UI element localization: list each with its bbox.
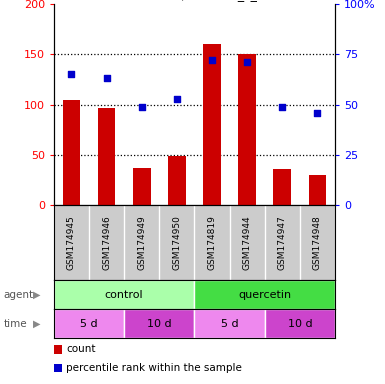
Bar: [265, 309, 335, 338]
Point: [69, 71, 75, 78]
Text: GSM174819: GSM174819: [208, 215, 216, 270]
Text: percentile rank within the sample: percentile rank within the sample: [66, 363, 242, 373]
Text: GSM174946: GSM174946: [102, 215, 111, 270]
Point: [244, 59, 250, 65]
Text: GSM174948: GSM174948: [313, 215, 322, 270]
Text: 10 d: 10 d: [147, 318, 172, 329]
Text: ▶: ▶: [33, 318, 40, 329]
Text: 10 d: 10 d: [288, 318, 312, 329]
Text: control: control: [105, 290, 144, 300]
Text: agent: agent: [4, 290, 34, 300]
Text: time: time: [4, 318, 27, 329]
Point: [209, 57, 215, 63]
Title: GDS3032 / 205304_s_at: GDS3032 / 205304_s_at: [119, 0, 270, 1]
Text: GSM174950: GSM174950: [172, 215, 181, 270]
Point: [174, 96, 180, 102]
Text: GSM174947: GSM174947: [278, 215, 287, 270]
Bar: [54, 309, 124, 338]
Point: [314, 109, 320, 116]
Text: count: count: [66, 344, 96, 354]
Bar: [273, 169, 291, 205]
Bar: [168, 156, 186, 205]
Text: GSM174949: GSM174949: [137, 215, 146, 270]
Bar: [309, 175, 326, 205]
Bar: [194, 309, 265, 338]
Bar: [238, 54, 256, 205]
Text: quercetin: quercetin: [238, 290, 291, 300]
Text: ▶: ▶: [33, 290, 40, 300]
Bar: [63, 99, 80, 205]
Point: [104, 75, 110, 81]
Text: 5 d: 5 d: [221, 318, 238, 329]
Bar: [194, 280, 335, 309]
Text: GSM174944: GSM174944: [243, 215, 252, 270]
Text: 5 d: 5 d: [80, 318, 98, 329]
Bar: [98, 108, 116, 205]
Bar: [54, 280, 194, 309]
Bar: [133, 168, 151, 205]
Point: [279, 104, 285, 110]
Text: GSM174945: GSM174945: [67, 215, 76, 270]
Bar: [203, 44, 221, 205]
Point: [139, 104, 145, 110]
Bar: [124, 309, 194, 338]
